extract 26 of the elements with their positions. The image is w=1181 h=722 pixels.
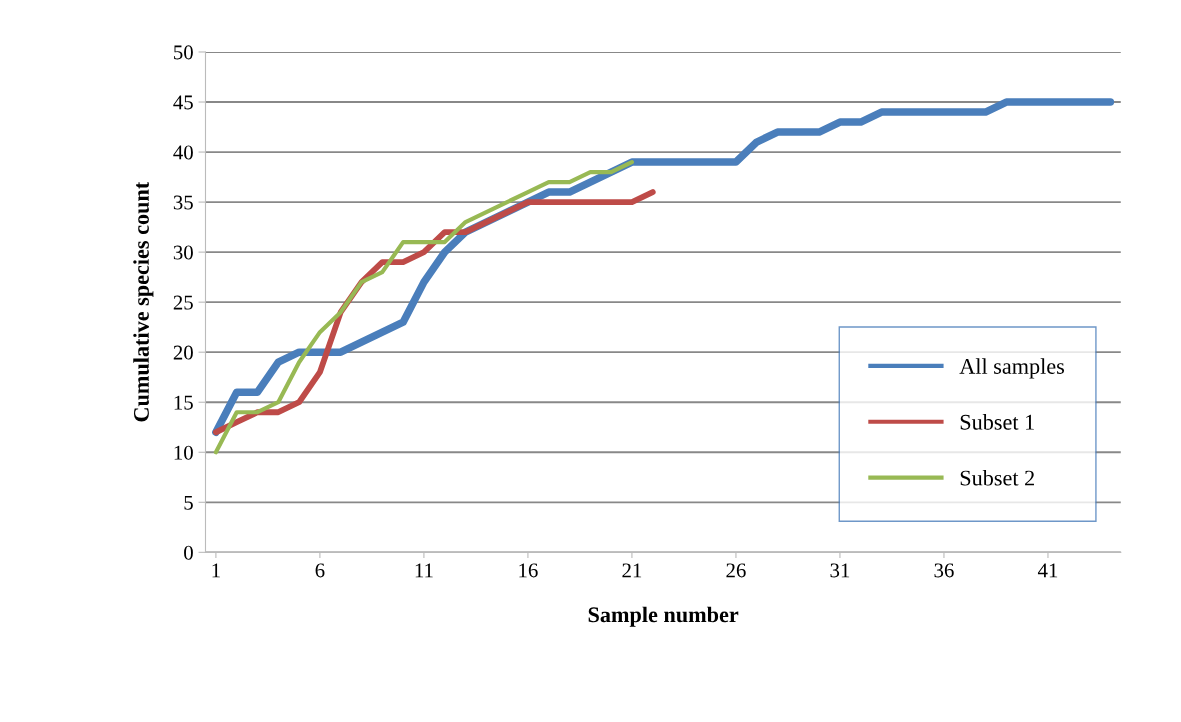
x-tick-label: 41 — [1037, 563, 1058, 578]
x-tick-label: 1 — [212, 563, 220, 578]
legend-label: Subset 1 — [960, 414, 1034, 430]
y-tick-label: 45 — [173, 95, 193, 110]
y-tick-label: 25 — [173, 295, 193, 310]
x-tick-label: 16 — [519, 563, 538, 578]
y-tick-label: 30 — [173, 245, 193, 260]
y-tick-label: 50 — [174, 45, 193, 60]
y-tick-label: 40 — [173, 145, 193, 160]
x-tick-label: 21 — [622, 563, 642, 578]
y-tick-label: 10 — [174, 445, 193, 460]
y-tick-label: 5 — [184, 495, 193, 510]
y-tick-label: 35 — [173, 195, 193, 210]
legend-label: All samples — [959, 358, 1065, 379]
x-tick-label: 36 — [934, 563, 954, 578]
x-tick-label: 26 — [726, 563, 746, 578]
x-tick-label: 31 — [830, 563, 850, 578]
line-series — [213, 159, 635, 455]
x-tick-label: 6 — [315, 563, 325, 578]
y-tick-label: 0 — [184, 545, 193, 560]
x-tick-label: 11 — [415, 563, 433, 578]
legend-label: Subset 2 — [960, 469, 1034, 486]
x-axis-title: Sample number — [588, 606, 739, 627]
y-tick-label: 15 — [174, 395, 193, 410]
y-tick-label: 20 — [173, 345, 193, 360]
y-axis-title: Cumulative species count — [133, 181, 154, 422]
